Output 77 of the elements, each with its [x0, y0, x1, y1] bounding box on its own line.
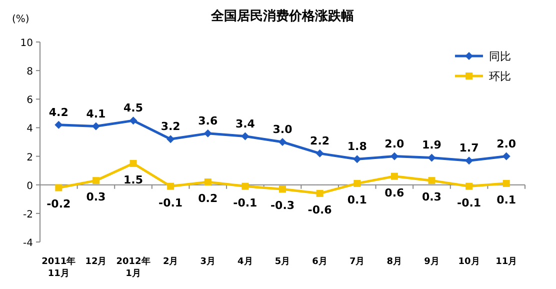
x-tick-label: 3月 — [200, 256, 216, 267]
x-tick-label: 11月 — [496, 256, 518, 267]
x-tick-label: 5月 — [274, 256, 290, 267]
data-label: 3.6 — [198, 114, 218, 128]
point — [428, 177, 436, 184]
point — [316, 149, 324, 158]
point — [354, 180, 361, 187]
x-tick-label: 8月 — [386, 256, 402, 267]
x-tick-label: 4月 — [238, 256, 253, 267]
point — [92, 122, 100, 130]
point — [204, 129, 212, 138]
point — [279, 186, 286, 193]
x-tick-label: 6月 — [312, 256, 328, 267]
data-label: 4.1 — [86, 107, 106, 120]
data-label: -0.2 — [46, 198, 71, 211]
data-label: 0.6 — [384, 186, 405, 200]
x-tick-label: 2月 — [162, 256, 178, 267]
point — [428, 154, 436, 162]
data-label: -0.6 — [308, 203, 332, 216]
y-tick-label: 6 — [26, 95, 33, 106]
data-label: 1.5 — [124, 173, 144, 186]
x-tick-label: 12月 — [85, 256, 107, 267]
point — [54, 120, 63, 129]
point — [465, 156, 474, 165]
y-axis-title: (%) — [12, 14, 30, 25]
data-label: 0.3 — [422, 190, 442, 204]
legend-label: 同比 — [489, 50, 511, 63]
y-tick-label: -4 — [23, 238, 33, 249]
data-label: -0.1 — [233, 196, 258, 210]
point — [390, 172, 398, 180]
x-tick-label: 10月 — [458, 256, 480, 267]
y-tick-label: -2 — [23, 209, 33, 220]
point — [92, 177, 100, 184]
y-tick-label: 4 — [26, 124, 33, 135]
point — [502, 152, 510, 160]
data-label: 3.4 — [235, 117, 256, 130]
x-tick-label: 7月 — [349, 256, 365, 267]
y-tick-label: 2 — [26, 152, 33, 164]
data-label: 2.2 — [310, 134, 330, 148]
point — [466, 182, 473, 190]
point — [390, 152, 398, 160]
point — [353, 155, 362, 164]
x-tick-label: 2011年 11月 — [42, 256, 76, 279]
data-label: 0.1 — [347, 193, 367, 206]
data-label: 0.1 — [496, 193, 516, 206]
legend-label: 环比 — [489, 70, 511, 83]
data-label: -0.3 — [270, 199, 295, 212]
data-label: 0.3 — [86, 190, 106, 204]
data-label: 4.5 — [124, 102, 144, 115]
data-label: -0.1 — [158, 196, 183, 210]
point — [241, 132, 250, 140]
chart-title: 全国居民消费价格涨跌幅 — [210, 9, 354, 24]
x-tick-label: 2012年 1月 — [116, 256, 150, 279]
data-label: 2.0 — [384, 137, 405, 150]
y-tick-label: 0 — [26, 180, 33, 192]
point — [129, 116, 138, 125]
data-label: 3.2 — [160, 120, 180, 134]
x-tick-label: 9月 — [424, 256, 440, 267]
point — [204, 178, 212, 186]
data-label: 2.0 — [496, 137, 516, 150]
y-tick-label: 10 — [20, 38, 33, 49]
point — [278, 138, 286, 146]
data-label: 4.2 — [48, 106, 68, 119]
data-label: 1.9 — [422, 138, 442, 152]
data-label: 0.2 — [198, 192, 218, 205]
point — [242, 182, 249, 190]
data-label: 1.7 — [459, 142, 479, 155]
point — [316, 190, 324, 197]
point — [166, 135, 175, 144]
point — [130, 160, 137, 167]
y-tick-label: 8 — [26, 66, 33, 78]
point — [502, 180, 510, 187]
point — [167, 182, 174, 190]
data-label: 1.8 — [347, 140, 367, 154]
point — [55, 184, 62, 192]
data-label: 3.0 — [272, 123, 293, 136]
data-label: -0.1 — [457, 196, 482, 210]
